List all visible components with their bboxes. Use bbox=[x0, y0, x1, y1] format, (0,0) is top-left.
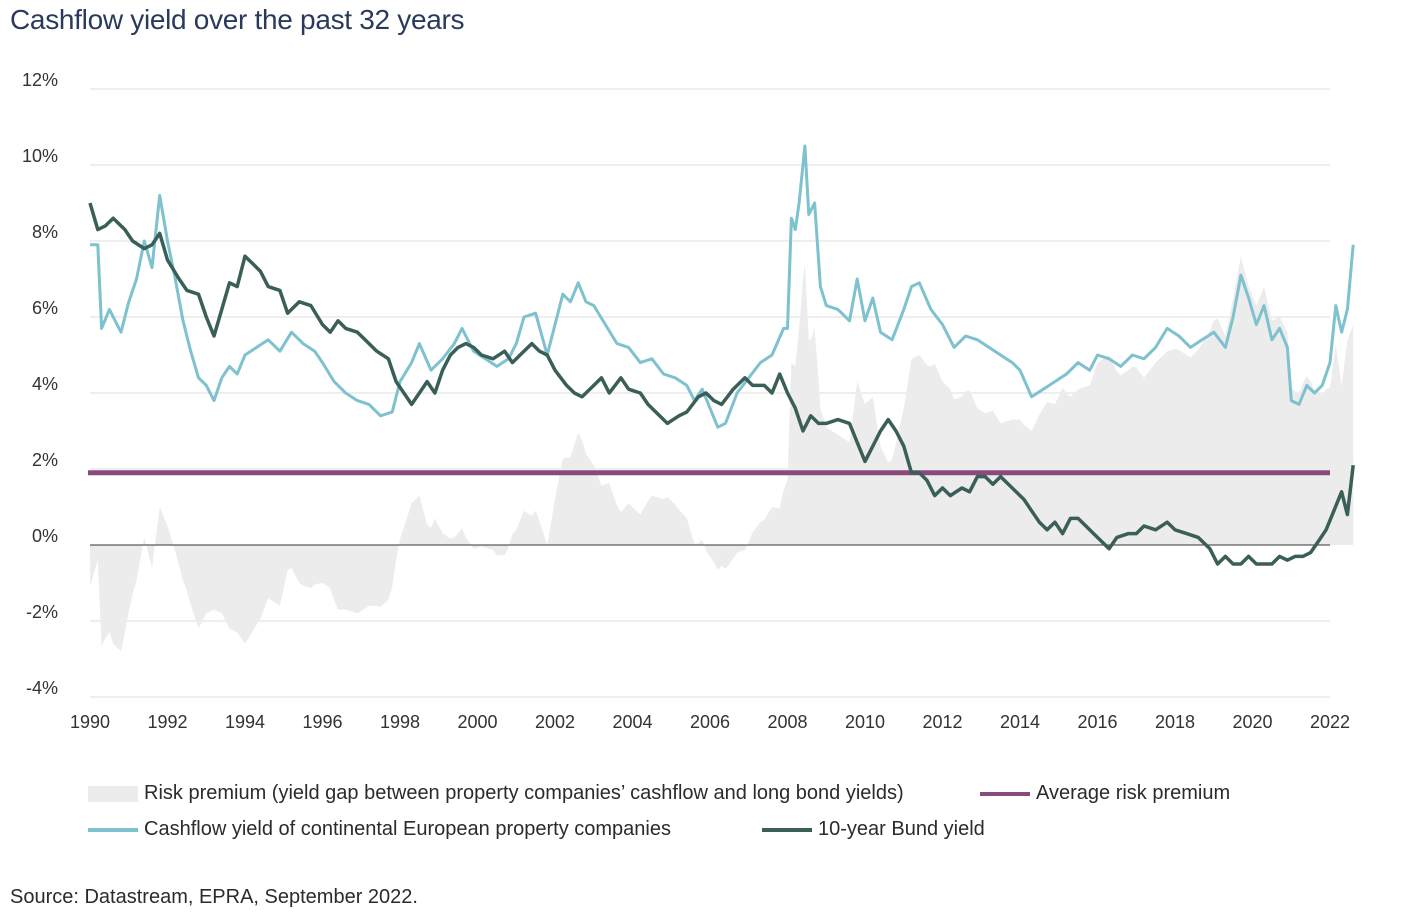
legend-item-bund: 10-year Bund yield bbox=[762, 818, 985, 841]
average-swatch bbox=[980, 791, 1030, 796]
legend-label-bund: 10-year Bund yield bbox=[818, 818, 985, 840]
x-tick-label: 2000 bbox=[457, 712, 497, 732]
chart-svg: 12%10%8%6%4%2%0%-2%-4% 1990 1992 1994 1996 1… bbox=[22, 70, 1355, 732]
risk-premium-swatch bbox=[88, 785, 138, 802]
legend-item-average: Average risk premium bbox=[980, 782, 1230, 805]
legend-item-cashflow: Cashflow yield of continental European p… bbox=[88, 818, 671, 841]
x-tick-label: 2006 bbox=[690, 712, 730, 732]
x-tick-label: 2022 bbox=[1310, 712, 1350, 732]
x-tick-label: 2014 bbox=[1000, 712, 1040, 732]
y-tick-label: 12% bbox=[22, 70, 58, 90]
y-tick-label: 10% bbox=[22, 146, 58, 166]
x-tick-label: 1996 bbox=[302, 712, 342, 732]
x-axis-labels: 1990 1992 1994 1996 1998 2000 2002 2004 2006 2008… bbox=[70, 712, 1350, 732]
x-tick-label: 1994 bbox=[225, 712, 265, 732]
cashflow-swatch bbox=[88, 827, 138, 832]
x-tick-label: 1992 bbox=[147, 712, 187, 732]
x-tick-label: 1998 bbox=[380, 712, 420, 732]
y-tick-label: 0% bbox=[32, 526, 58, 546]
legend-label-cashflow: Cashflow yield of continental European p… bbox=[144, 818, 671, 840]
y-axis-labels: 12% 10% 8% 6% 4% 2% 0% -2% -4% bbox=[22, 70, 58, 698]
x-tick-label: 2018 bbox=[1155, 712, 1195, 732]
risk-premium-area bbox=[90, 256, 1354, 652]
chart-title: Cashflow yield over the past 32 years bbox=[10, 4, 465, 35]
y-tick-label: -4% bbox=[26, 678, 58, 698]
source-note: Source: Datastream, EPRA, September 2022… bbox=[10, 886, 418, 908]
bund-swatch bbox=[762, 827, 812, 832]
x-tick-label: 2012 bbox=[922, 712, 962, 732]
legend-label-risk-premium: Risk premium (yield gap between property… bbox=[144, 782, 904, 804]
y-tick-label: 4% bbox=[32, 374, 58, 394]
cashflow-yield-line bbox=[90, 144, 1355, 429]
x-tick-label: 2002 bbox=[535, 712, 575, 732]
y-tick-label: 6% bbox=[32, 298, 58, 318]
y-tick-label: 2% bbox=[32, 450, 58, 470]
x-tick-label: 2008 bbox=[767, 712, 807, 732]
y-tick-label: 8% bbox=[32, 222, 58, 242]
x-tick-label: 2020 bbox=[1232, 712, 1272, 732]
x-tick-label: 1990 bbox=[70, 712, 110, 732]
x-tick-label: 2010 bbox=[845, 712, 885, 732]
x-tick-label: 2004 bbox=[612, 712, 652, 732]
bund-yield-line bbox=[88, 202, 1355, 566]
y-tick-label: -2% bbox=[26, 602, 58, 622]
x-tick-label: 2016 bbox=[1077, 712, 1117, 732]
legend-label-average: Average risk premium bbox=[1036, 782, 1231, 804]
legend-item-risk-premium: Risk premium (yield gap between property… bbox=[88, 782, 904, 805]
